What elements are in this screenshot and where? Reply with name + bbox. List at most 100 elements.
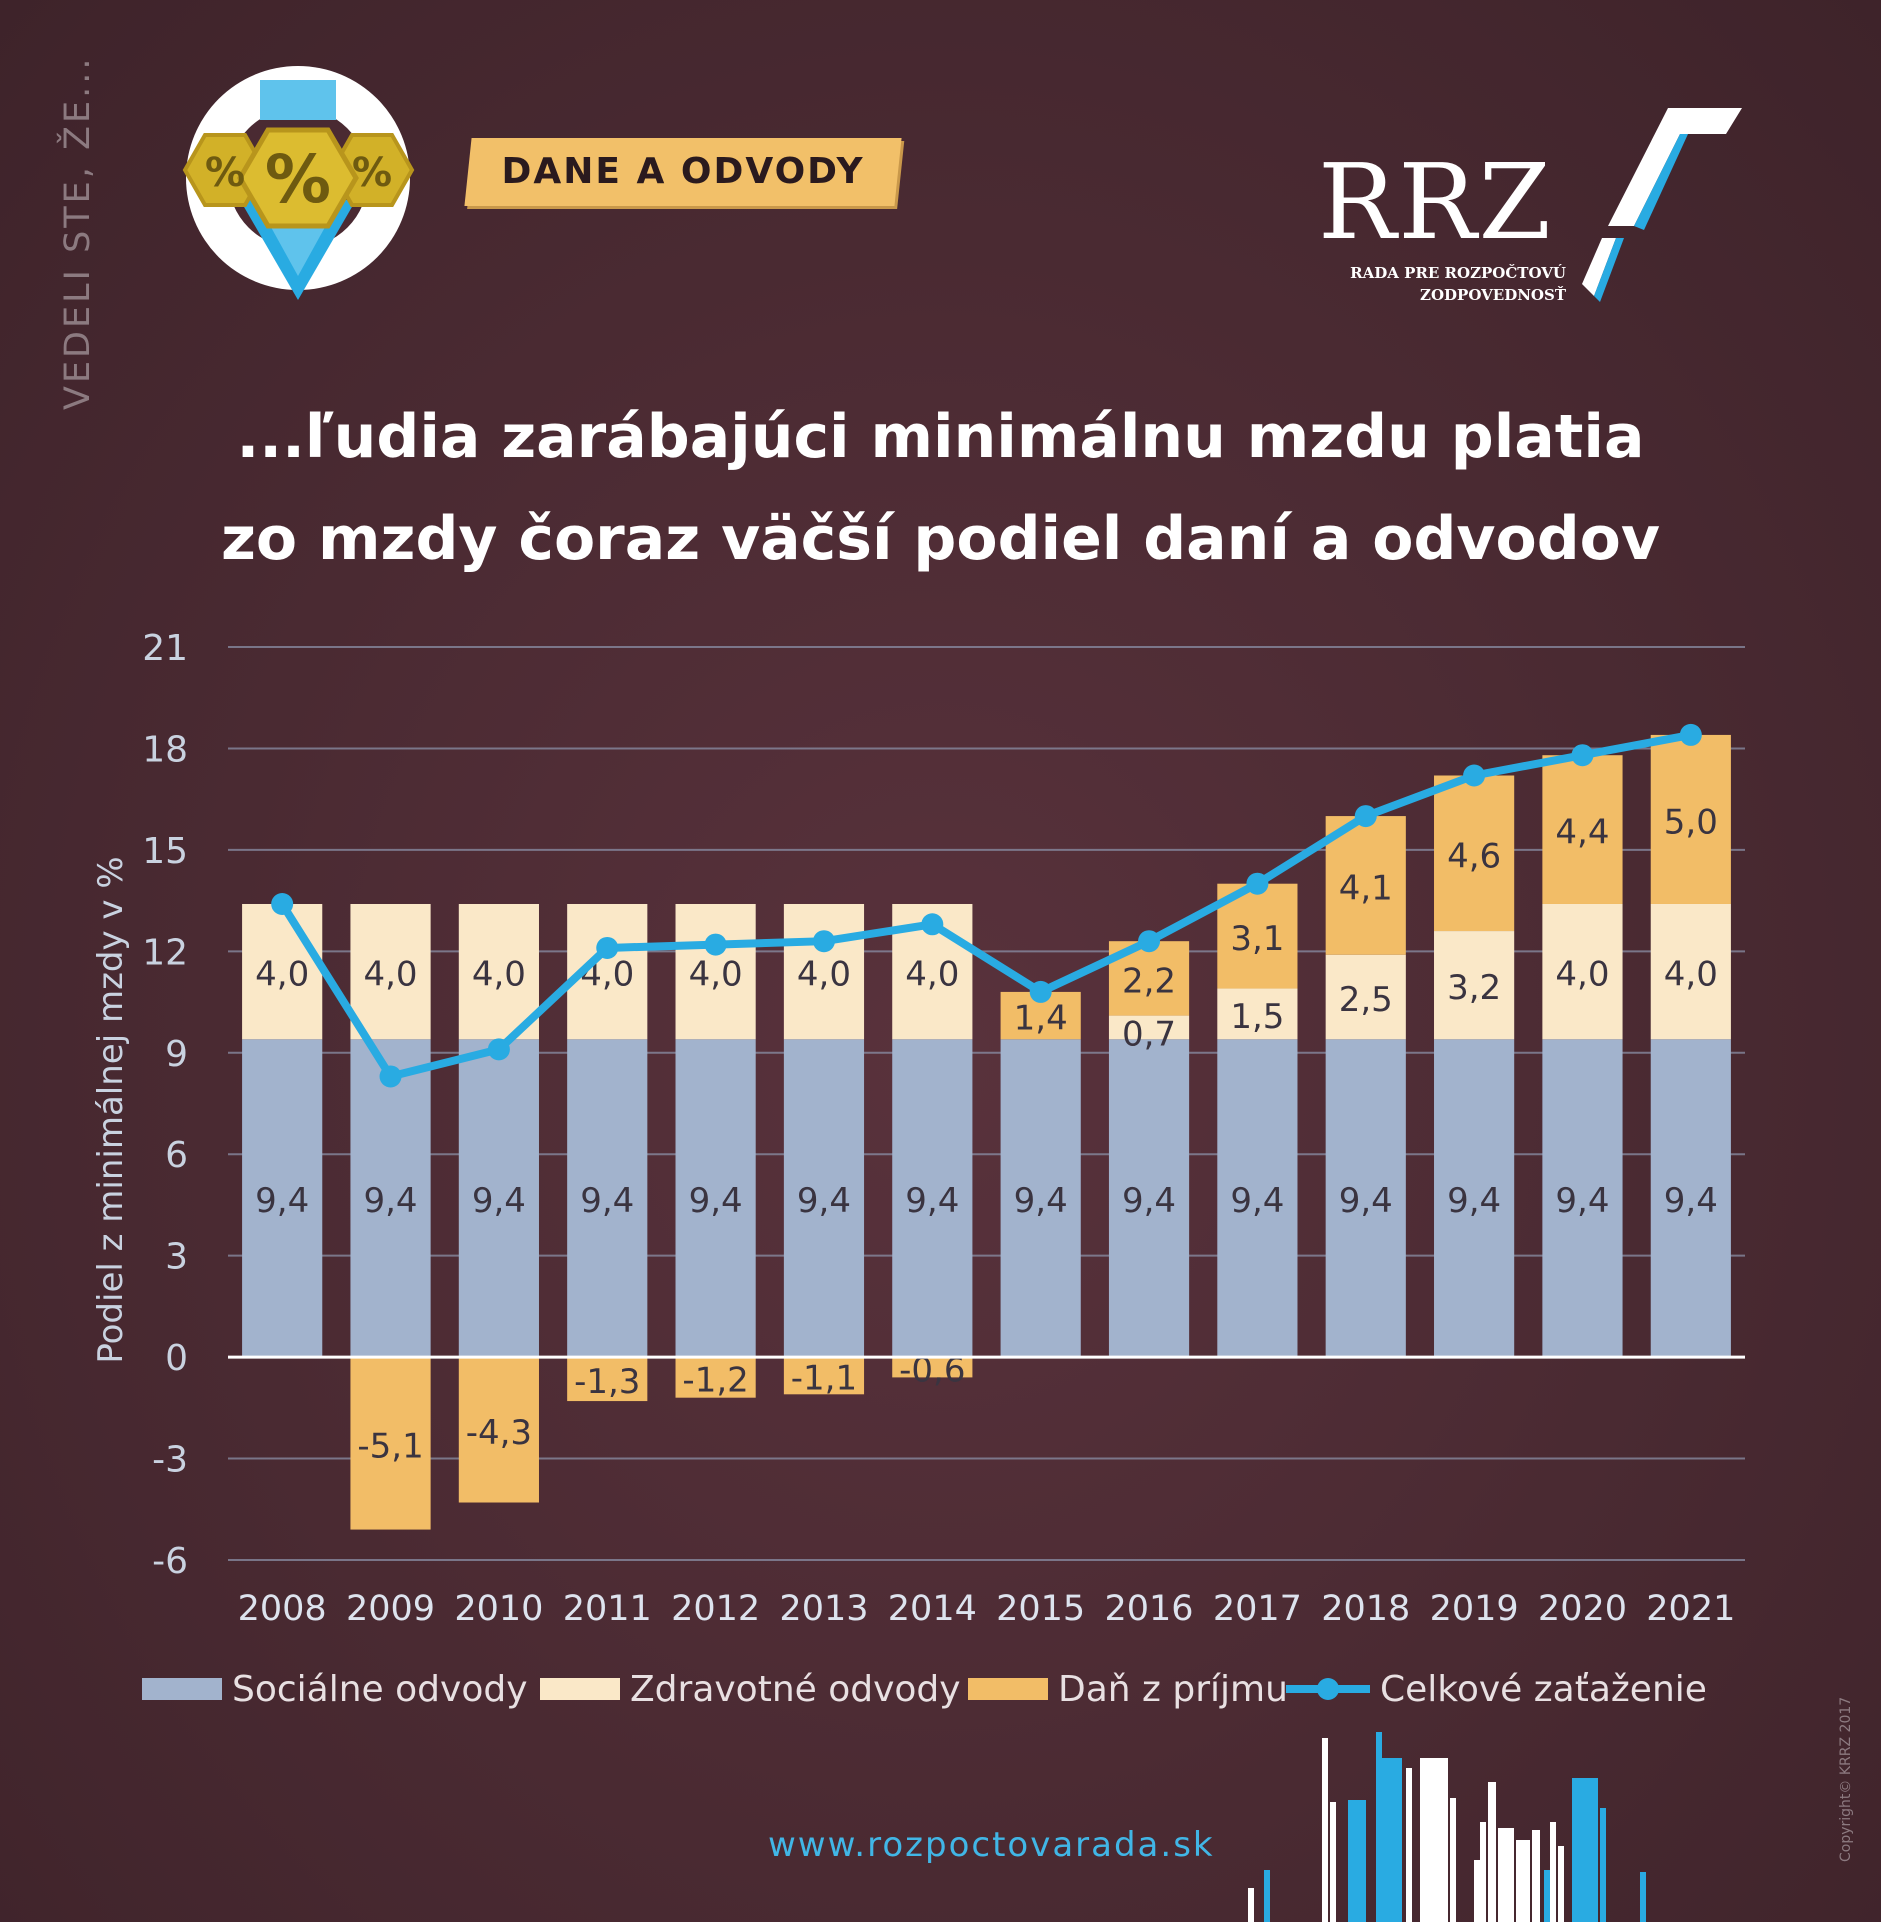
y-tick-label: 21 bbox=[142, 628, 188, 669]
y-tick-label: 6 bbox=[165, 1135, 188, 1176]
point-total bbox=[1354, 805, 1377, 828]
x-tick-label: 2019 bbox=[1430, 1589, 1519, 1629]
legend-health-swatch bbox=[540, 1678, 620, 1700]
data-label-health: 4,0 bbox=[472, 955, 526, 995]
data-label-social: 9,4 bbox=[1014, 1181, 1068, 1221]
bar-social bbox=[675, 1039, 756, 1358]
data-label-tax: -4,3 bbox=[466, 1413, 532, 1453]
data-label-tax: -1,3 bbox=[574, 1362, 640, 1402]
point-total bbox=[1679, 723, 1702, 746]
data-label-health: 4,0 bbox=[905, 955, 959, 995]
x-tick-label: 2021 bbox=[1646, 1589, 1735, 1629]
bar-tax bbox=[675, 1357, 756, 1398]
point-total bbox=[1029, 980, 1052, 1003]
data-label-tax: -1,2 bbox=[682, 1360, 748, 1400]
x-tick-label: 2011 bbox=[563, 1589, 652, 1629]
bar-social bbox=[783, 1039, 865, 1358]
point-total bbox=[1246, 872, 1269, 895]
point-total bbox=[1138, 930, 1161, 953]
data-label-social: 9,4 bbox=[363, 1181, 417, 1221]
point-total bbox=[379, 1065, 402, 1088]
logo-check-icon bbox=[1582, 108, 1742, 302]
bar-tax bbox=[350, 1357, 431, 1530]
x-tick-label: 2009 bbox=[346, 1589, 435, 1629]
data-label-health: 4,0 bbox=[797, 955, 851, 995]
bar-social bbox=[892, 1039, 973, 1358]
bar-tax bbox=[1434, 775, 1515, 932]
point-total bbox=[596, 936, 619, 959]
data-label-health: 4,0 bbox=[1664, 955, 1718, 995]
x-tick-label: 2018 bbox=[1321, 1589, 1410, 1629]
data-label-social: 9,4 bbox=[905, 1181, 959, 1221]
point-total bbox=[812, 930, 835, 953]
legend-health-label: Zdravotné odvody bbox=[630, 1668, 961, 1710]
legend-tax-swatch bbox=[968, 1678, 1048, 1700]
bar-tax bbox=[458, 1357, 539, 1503]
y-tick-label: 15 bbox=[142, 831, 188, 872]
bar-tax bbox=[1542, 755, 1623, 904]
bar-health bbox=[1650, 903, 1731, 1040]
point-total bbox=[1463, 764, 1486, 787]
point-total bbox=[271, 892, 294, 915]
bar-social bbox=[350, 1039, 431, 1358]
data-label-health: 4,0 bbox=[255, 955, 309, 995]
data-label-social: 9,4 bbox=[689, 1181, 743, 1221]
data-label-tax: 3,1 bbox=[1230, 919, 1284, 959]
website-url: www.rozpoctovarada.sk bbox=[768, 1825, 1215, 1865]
x-tick-label: 2015 bbox=[996, 1589, 1085, 1629]
logo-subtitle: RADA PRE ROZPOČTOVÚ ZODPOVEDNOSŤ bbox=[1318, 262, 1566, 306]
data-label-health: 1,5 bbox=[1230, 997, 1284, 1037]
bar-tax bbox=[1650, 734, 1731, 904]
point-total bbox=[1571, 744, 1594, 767]
bar-social bbox=[1542, 1039, 1623, 1358]
bar-social bbox=[458, 1039, 539, 1358]
badge-percent-main: % bbox=[265, 141, 331, 218]
bar-health bbox=[675, 903, 756, 1040]
data-label-tax: -5,1 bbox=[357, 1426, 423, 1466]
bar-health bbox=[1325, 954, 1406, 1040]
data-label-tax: 2,2 bbox=[1122, 961, 1176, 1001]
data-label-social: 9,4 bbox=[1122, 1181, 1176, 1221]
bar-tax bbox=[892, 1357, 973, 1378]
bar-health bbox=[1108, 1015, 1190, 1040]
bar-social bbox=[1434, 1039, 1515, 1358]
data-label-social: 9,4 bbox=[472, 1181, 526, 1221]
data-label-tax: 4,4 bbox=[1555, 813, 1609, 853]
bar-health bbox=[350, 903, 431, 1040]
badge-percent-left: % bbox=[205, 150, 245, 196]
data-label-tax: 1,4 bbox=[1014, 999, 1068, 1039]
y-tick-label: -3 bbox=[152, 1440, 188, 1481]
bar-social bbox=[1000, 1039, 1081, 1358]
data-label-social: 9,4 bbox=[1339, 1181, 1393, 1221]
bar-tax bbox=[1325, 816, 1406, 955]
bar-health bbox=[1217, 988, 1298, 1040]
y-tick-label: 3 bbox=[165, 1237, 188, 1278]
y-axis-label: Podiel z minimálnej mzdy v % bbox=[91, 856, 131, 1363]
bar-social bbox=[1217, 1039, 1298, 1358]
title-line-2: zo mzdy čoraz väčší podiel daní a odvodo… bbox=[220, 504, 1661, 574]
data-label-tax: -1,1 bbox=[791, 1359, 857, 1399]
bar-tax bbox=[567, 1357, 648, 1402]
logo-subtitle-line1: RADA PRE ROZPOČTOVÚ bbox=[1350, 264, 1566, 282]
x-tick-label: 2008 bbox=[238, 1589, 327, 1629]
data-label-social: 9,4 bbox=[1555, 1181, 1609, 1221]
data-label-social: 9,4 bbox=[1664, 1181, 1718, 1221]
data-label-tax: 4,6 bbox=[1447, 836, 1501, 876]
x-tick-label: 2014 bbox=[888, 1589, 977, 1629]
x-tick-label: 2016 bbox=[1104, 1589, 1193, 1629]
data-label-health: 2,5 bbox=[1339, 980, 1393, 1020]
legend-tax: Daň z príjmu bbox=[968, 1664, 1288, 1714]
bar-health bbox=[458, 903, 539, 1040]
point-total bbox=[704, 933, 727, 956]
line-total bbox=[278, 730, 1692, 1081]
legend-tax-label: Daň z príjmu bbox=[1058, 1668, 1288, 1710]
data-label-social: 9,4 bbox=[797, 1181, 851, 1221]
legend-social: Sociálne odvody bbox=[142, 1664, 528, 1714]
title-line-1: ...ľudia zarábajúci minimálnu mzdu plati… bbox=[236, 402, 1645, 472]
y-tick-label: 18 bbox=[142, 729, 188, 770]
decorative-bars-graphic bbox=[1248, 1732, 1646, 1922]
data-label-social: 9,4 bbox=[1447, 1181, 1501, 1221]
data-label-social: 9,4 bbox=[580, 1181, 634, 1221]
